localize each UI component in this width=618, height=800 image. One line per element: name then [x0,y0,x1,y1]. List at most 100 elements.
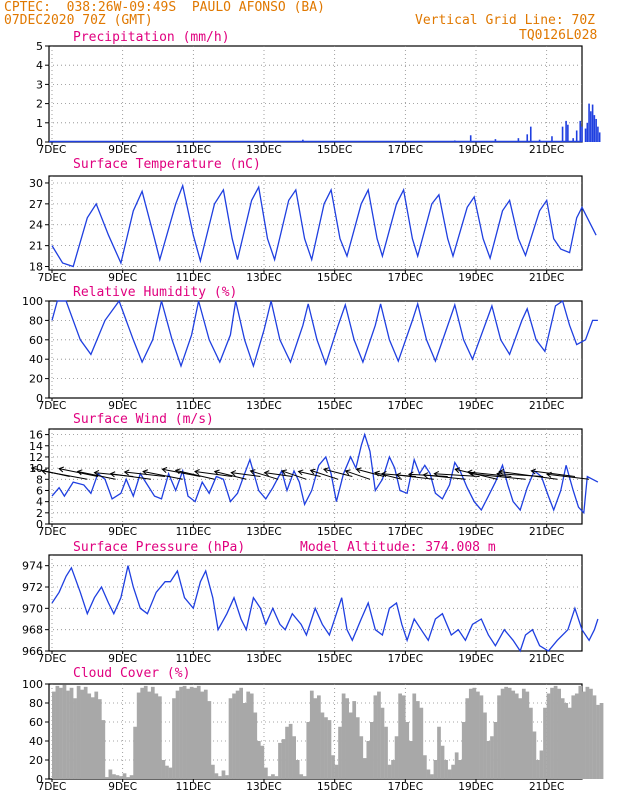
cloud-bar [295,760,300,779]
cloud-bar [560,698,565,779]
y-tick-label: 2 [36,507,43,520]
cloud-bar [143,685,148,779]
header-station-line: CPTEC: 038:26W-09:49S PAULO AFONSO (BA) [4,0,325,15]
cloud-bar [112,774,116,779]
cloud-bar [437,726,441,779]
x-tick-label: 11DEC [176,144,211,156]
y-tick-label: 2 [36,98,43,111]
cloud-bar [235,690,240,779]
x-tick-label: 15DEC [317,272,352,284]
precip-bar [333,141,336,142]
y-tick-label: 18 [29,261,43,274]
cloud-bar [302,776,307,779]
cloud-bar [447,769,452,779]
wind-vector [374,472,402,480]
wind-vector-head [249,469,256,475]
cloud-bar [391,760,395,779]
chart-subtitle: Model Altitude: 374.008 m [300,540,496,555]
wind-vector [467,471,512,477]
cloud-bar [444,760,448,779]
cloud-bar [532,731,537,779]
x-tick-label: 11DEC [176,653,211,665]
plot-frame [48,554,583,652]
cloud-bar [476,691,480,779]
precip-bar [593,115,596,142]
wind-vector [110,473,152,480]
wind-vector-head [58,466,65,473]
y-tick-label: 0 [36,773,43,786]
cloud-bar [341,693,346,779]
cloud-bar [574,693,579,779]
precip-bar [597,126,599,142]
cloud-bar [122,773,127,779]
x-tick-label: 15DEC [317,653,352,665]
wind-vector [162,468,201,477]
cloud-bar [472,687,477,779]
x-tick-label: 15DEC [317,526,352,538]
cloud-bar [211,764,215,779]
cloud-bar [147,691,152,779]
x-tick-label: 9DEC [108,272,137,284]
precip-bar [167,141,170,142]
cloud-bar [539,750,544,779]
y-tick-label: 40 [29,735,43,748]
x-tick-label: 9DEC [108,144,137,156]
wind-vector-head [454,467,461,474]
cloud-bar [69,687,74,779]
y-tick-label: 80 [29,314,43,327]
wind-vector-head [309,468,316,475]
cloud-bar [423,755,427,779]
x-tick-label: 21DEC [529,272,564,284]
x-tick-label: 11DEC [176,400,211,412]
cloud-bar [564,703,569,779]
x-tick-label: 11DEC [176,272,211,284]
cloud-bar [348,712,353,779]
plot-frame [48,428,583,525]
y-tick-label: 30 [29,177,43,190]
cloud-bar [246,691,251,779]
cloud-bar [288,723,293,779]
y-tick-label: 974 [22,560,43,573]
wind-vector-head [123,469,130,476]
y-tick-label: 60 [29,716,43,729]
cloud-bar [225,775,229,779]
cloud-bar [497,695,501,779]
x-tick-label: 11DEC [176,781,211,793]
y-tick-label: 14 [29,440,43,453]
y-tick-label: 970 [22,602,43,615]
wind-vector [531,470,575,477]
cloud-bar [239,687,243,779]
cloud-bar [299,774,304,779]
wind-vector-head [281,469,287,476]
precip-bar [579,120,582,142]
y-tick-label: 60 [29,334,43,347]
precip-bar [517,138,520,142]
x-tick-label: 7DEC [38,400,67,412]
wind-vector-head [469,471,476,478]
wind-vector-head [422,472,429,479]
x-tick-label: 21DEC [529,144,564,156]
wind-vector [323,468,353,477]
precip-bar [565,120,567,142]
cloud-bar [479,695,484,779]
y-tick-label: 80 [29,697,43,710]
wind-vector [124,471,166,477]
x-tick-label: 11DEC [176,526,211,538]
x-tick-label: 9DEC [108,526,137,538]
wind-vector [356,468,385,477]
cloud-bar [493,722,498,779]
precip-bar [551,136,553,142]
cloud-bar [405,722,410,779]
wind-vector [470,473,526,480]
precip-bar [526,134,529,142]
cloud-bar [76,685,81,779]
cloud-bar [186,688,190,779]
chart-title: Surface Pressure (hPa) [73,540,245,555]
wind-vector-head [344,469,351,476]
cloud-bar [292,736,296,779]
cloud-bar [359,736,364,779]
cloud-bar [412,693,417,779]
cloud-bar [218,776,222,779]
cloud-bar [126,777,130,779]
precip-bar [581,126,583,142]
